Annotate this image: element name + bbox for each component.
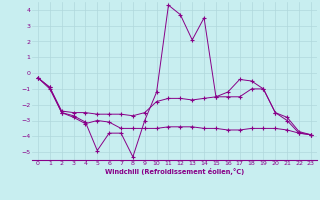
X-axis label: Windchill (Refroidissement éolien,°C): Windchill (Refroidissement éolien,°C) [105, 168, 244, 175]
